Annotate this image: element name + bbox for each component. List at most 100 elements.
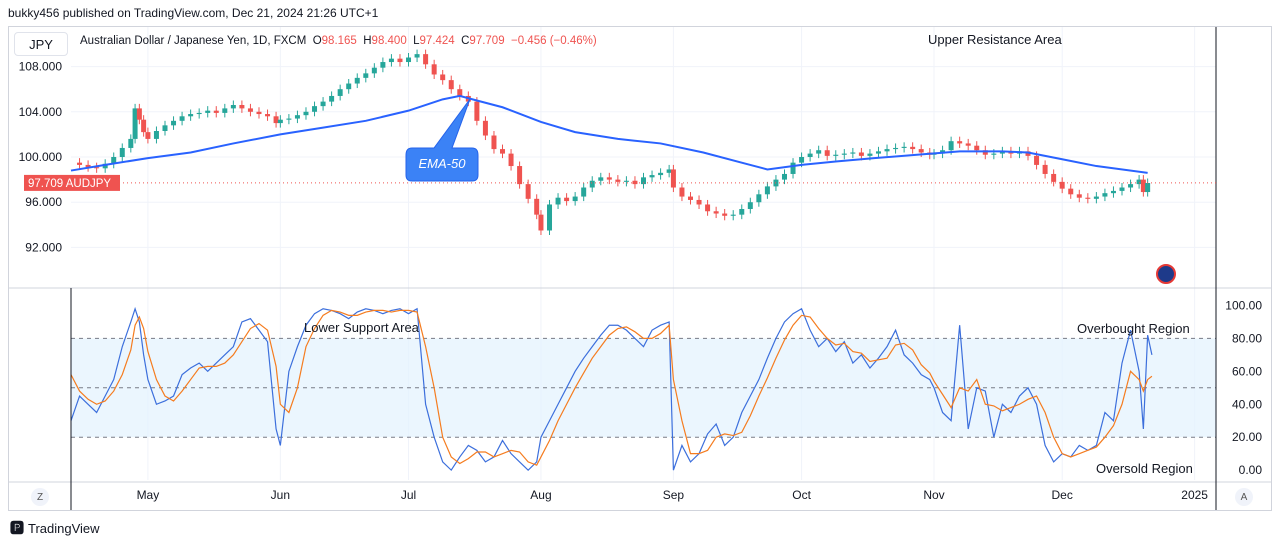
auto-scale-button[interactable]: A — [1235, 488, 1253, 506]
stoch-tick-label: 100.00 — [1225, 298, 1262, 312]
candle-body — [247, 108, 253, 112]
last-price-tag — [24, 174, 120, 191]
change-value: −0.456 (−0.46%) — [511, 35, 597, 47]
candle-body — [273, 116, 279, 124]
candle-body — [965, 143, 971, 146]
candle-body — [534, 198, 540, 215]
candle-body — [431, 64, 437, 75]
price-tick-label: 92.000 — [25, 240, 62, 254]
close-value: 97.709 — [469, 35, 505, 47]
candle-body — [329, 95, 335, 102]
tradingview-logo[interactable]: 🅿 TradingView — [10, 518, 100, 538]
high-label: H — [363, 35, 372, 47]
candle-body — [239, 105, 245, 109]
candle-body — [918, 149, 924, 153]
candle-body — [1085, 197, 1091, 199]
candle-body — [623, 180, 629, 182]
candle-body — [641, 177, 646, 185]
candle-body — [162, 125, 168, 131]
candle-body — [363, 73, 369, 78]
candle-body — [606, 177, 612, 180]
currency-button[interactable]: JPY — [14, 32, 68, 56]
candle-body — [230, 105, 236, 109]
close-label: C — [461, 35, 470, 47]
candle-body — [397, 58, 403, 63]
candle-body — [581, 187, 587, 197]
candle-body — [713, 211, 719, 214]
candle-body — [807, 153, 813, 157]
candle-body — [213, 110, 219, 113]
candle-body — [119, 147, 125, 157]
candle-body — [346, 83, 352, 90]
candle-body — [841, 153, 847, 155]
candle-body — [145, 132, 151, 139]
candle-body — [1110, 190, 1116, 194]
candle-body — [141, 119, 147, 133]
candle-body — [705, 204, 711, 212]
ema-50-line — [70, 94, 1148, 174]
candle-body — [188, 114, 194, 117]
candle-body — [598, 177, 604, 181]
pair-title: Australian Dollar / Japanese Yen, 1D, FX… — [80, 35, 307, 47]
candle-body — [538, 214, 544, 231]
chart-frame — [8, 26, 1272, 511]
zoom-button[interactable]: Z — [31, 488, 49, 506]
candle-body — [1068, 188, 1074, 195]
australia-flag-icon — [1156, 264, 1176, 284]
candle-body — [205, 110, 211, 113]
low-label: L — [413, 35, 420, 47]
x-tick-label: Aug — [530, 488, 551, 502]
upper-resistance-label: Upper Resistance Area — [928, 32, 1062, 47]
candle-body — [1102, 193, 1108, 197]
candle-body — [482, 120, 488, 136]
candle-body — [448, 80, 454, 90]
candle-body — [1059, 181, 1065, 189]
candle-body — [901, 146, 907, 148]
candle-body — [679, 187, 685, 197]
candle-body — [128, 138, 134, 148]
stoch-tick-label: 80.00 — [1232, 331, 1262, 345]
candle-body — [525, 184, 531, 199]
candle-body — [615, 179, 621, 182]
candle-body — [406, 57, 412, 63]
ohlc-values: O98.165 H98.400 L97.424 C97.709 −0.456 (… — [310, 35, 597, 47]
candle-body — [77, 162, 83, 165]
candle-body — [423, 54, 429, 65]
stoch-d-line — [70, 309, 1153, 466]
candle-body — [893, 147, 899, 150]
candle-body — [632, 180, 638, 185]
x-tick-label: 2025 — [1181, 488, 1208, 502]
candle-body — [380, 62, 386, 68]
candle-body — [816, 150, 822, 154]
candle-body — [884, 149, 890, 152]
candle-body — [179, 116, 185, 121]
price-tick-label: 108.000 — [19, 60, 63, 74]
x-tick-label: Jun — [271, 488, 290, 502]
candle-body — [196, 112, 202, 115]
x-tick-label: Nov — [923, 488, 944, 502]
candle-body — [649, 175, 655, 178]
candle-body — [1025, 151, 1031, 156]
candle-body — [547, 204, 553, 231]
candle-body — [948, 141, 954, 151]
stoch-tick-label: 40.00 — [1232, 397, 1262, 411]
publisher-header: bukky456 published on TradingView.com, D… — [8, 6, 379, 20]
ema-50-label: EMA-50 — [419, 156, 467, 171]
candle-body — [171, 120, 177, 126]
candle-body — [277, 119, 283, 124]
candle-body — [94, 167, 100, 169]
last-price-text: 97.709 AUDJPY — [28, 178, 111, 190]
candle-body — [833, 154, 839, 156]
candle-body — [440, 74, 446, 81]
lower-support-label: Lower Support Area — [304, 320, 419, 335]
candle-body — [824, 150, 830, 156]
candle-body — [1076, 194, 1082, 198]
x-tick-label: Dec — [1052, 488, 1073, 502]
candle-body — [747, 202, 753, 209]
candle-body — [337, 89, 343, 96]
stoch-tick-label: 60.00 — [1232, 364, 1262, 378]
candle-body — [1042, 164, 1048, 174]
candle-body — [790, 162, 796, 174]
candle-body — [858, 152, 864, 156]
